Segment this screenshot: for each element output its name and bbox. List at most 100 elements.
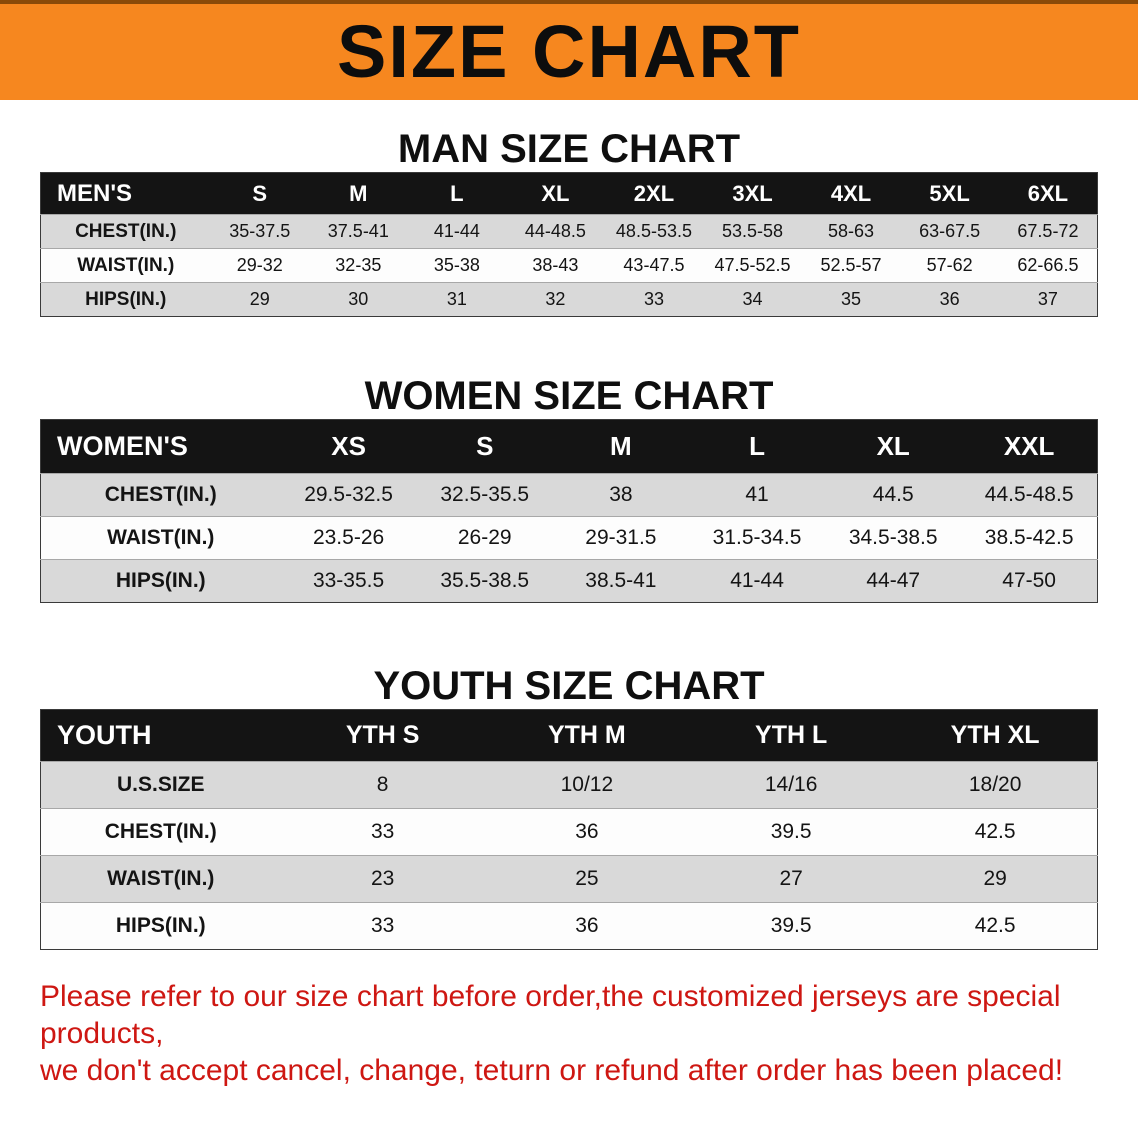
row-label: WAIST(IN.) bbox=[40, 855, 281, 903]
size-column-header: M bbox=[610, 431, 632, 461]
size-value-cell: 29-31.5 bbox=[552, 516, 689, 560]
size-value-cell: 32.5-35.5 bbox=[416, 473, 553, 517]
size-column-header: YTH L bbox=[755, 721, 828, 749]
women-size-table: WOMEN'S XS S M L XL XXL CHEST(IN.) 29.5-32.5 32.5… bbox=[40, 419, 1098, 603]
table-row: HIPS(IN.) 33 36 39.5 42.5 bbox=[40, 902, 1098, 950]
size-value-cell: 8 bbox=[280, 761, 485, 809]
size-value-cell: 35 bbox=[801, 282, 901, 317]
size-value-cell: 10/12 bbox=[484, 761, 689, 809]
size-value-cell: 44-47 bbox=[825, 559, 962, 603]
size-value-cell: 53.5-58 bbox=[703, 214, 802, 249]
size-value-cell: 31 bbox=[407, 282, 507, 317]
size-value-cell: 38-43 bbox=[506, 248, 605, 283]
size-value-cell: 33 bbox=[280, 808, 485, 856]
men-size-section: MAN SIZE CHART MEN'S S M L XL 2XL 3XL 4XL 5XL 6XL… bbox=[0, 126, 1138, 317]
youth-size-section: YOUTH SIZE CHART YOUTH YTH S YTH M YTH L YTH… bbox=[0, 663, 1138, 950]
size-value-cell: 42.5 bbox=[893, 808, 1098, 856]
size-value-cell: 39.5 bbox=[689, 902, 894, 950]
size-value-cell: 36 bbox=[900, 282, 999, 317]
size-column-header: YTH XL bbox=[950, 721, 1040, 749]
size-column-header: 6XL bbox=[1027, 180, 1069, 206]
row-label: U.S.SIZE bbox=[40, 761, 281, 809]
size-value-cell: 63-67.5 bbox=[900, 214, 999, 249]
row-label: WAIST(IN.) bbox=[40, 248, 211, 283]
size-value-cell: 30 bbox=[309, 282, 408, 317]
size-value-cell: 37.5-41 bbox=[309, 214, 408, 249]
table-title-cell: YOUTH bbox=[57, 720, 152, 750]
size-value-cell: 48.5-53.5 bbox=[604, 214, 704, 249]
size-value-cell: 47-50 bbox=[961, 559, 1098, 603]
youth-section-heading: YOUTH SIZE CHART bbox=[373, 664, 765, 708]
size-value-cell: 33 bbox=[280, 902, 485, 950]
size-column-header: 2XL bbox=[633, 180, 675, 206]
size-column-header: M bbox=[349, 180, 368, 206]
size-chart-banner: SIZE CHART bbox=[0, 0, 1138, 100]
size-value-cell: 33 bbox=[604, 282, 704, 317]
size-value-cell: 35.5-38.5 bbox=[416, 559, 553, 603]
size-value-cell: 31.5-34.5 bbox=[688, 516, 826, 560]
men-section-heading: MAN SIZE CHART bbox=[397, 127, 741, 171]
size-value-cell: 32 bbox=[506, 282, 605, 317]
table-row: CHEST(IN.) 33 36 39.5 42.5 bbox=[40, 808, 1098, 856]
size-value-cell: 44-48.5 bbox=[506, 214, 605, 249]
youth-size-table: YOUTH YTH S YTH M YTH L YTH XL U.S.SIZE 8 10/12… bbox=[40, 709, 1098, 950]
size-value-cell: 41-44 bbox=[407, 214, 507, 249]
size-column-header: 5XL bbox=[929, 180, 970, 206]
size-value-cell: 44.5 bbox=[825, 473, 962, 517]
table-header-row: WOMEN'S XS S M L XL XXL bbox=[40, 419, 1098, 474]
size-column-header: XS bbox=[331, 431, 366, 461]
size-value-cell: 27 bbox=[689, 855, 894, 903]
size-value-cell: 33-35.5 bbox=[280, 559, 417, 603]
size-value-cell: 38 bbox=[552, 473, 689, 517]
order-disclaimer: Please refer to our size chart before or… bbox=[40, 978, 1108, 1089]
size-value-cell: 62-66.5 bbox=[998, 248, 1098, 283]
table-title-cell: MEN'S bbox=[57, 179, 133, 207]
men-size-table: MEN'S S M L XL 2XL 3XL 4XL 5XL 6XL CHEST(IN.) 35-37… bbox=[40, 172, 1098, 317]
size-column-header: 4XL bbox=[830, 180, 872, 206]
size-value-cell: 58-63 bbox=[801, 214, 901, 249]
table-row: WAIST(IN.) 29-32 32-35 35-38 38-43 43-47.5 47.… bbox=[40, 248, 1098, 283]
table-title-cell: WOMEN'S bbox=[57, 431, 188, 461]
size-value-cell: 47.5-52.5 bbox=[703, 248, 802, 283]
table-row: HIPS(IN.) 29 30 31 32 33 34 35 36 37 bbox=[40, 282, 1098, 317]
size-value-cell: 18/20 bbox=[893, 761, 1098, 809]
size-column-header: YTH M bbox=[547, 721, 626, 749]
size-value-cell: 36 bbox=[484, 902, 689, 950]
size-value-cell: 41-44 bbox=[688, 559, 826, 603]
row-label: HIPS(IN.) bbox=[40, 902, 281, 950]
size-column-header: YTH S bbox=[345, 721, 420, 749]
size-column-header: 3XL bbox=[732, 180, 773, 206]
size-value-cell: 29.5-32.5 bbox=[280, 473, 417, 517]
size-value-cell: 35-38 bbox=[407, 248, 507, 283]
size-value-cell: 57-62 bbox=[900, 248, 999, 283]
table-row: CHEST(IN.) 29.5-32.5 32.5-35.5 38 41 44.5 44.5… bbox=[40, 473, 1098, 517]
row-label: HIPS(IN.) bbox=[40, 559, 281, 603]
disclaimer-line-2: we don't accept cancel, change, teturn o… bbox=[40, 1054, 1064, 1087]
size-value-cell: 41 bbox=[688, 473, 826, 517]
size-value-cell: 14/16 bbox=[689, 761, 894, 809]
table-row: HIPS(IN.) 33-35.5 35.5-38.5 38.5-41 41-44 44-… bbox=[40, 559, 1098, 603]
size-value-cell: 25 bbox=[484, 855, 689, 903]
row-label: HIPS(IN.) bbox=[40, 282, 211, 317]
table-row: U.S.SIZE 8 10/12 14/16 18/20 bbox=[40, 761, 1098, 809]
size-value-cell: 52.5-57 bbox=[801, 248, 901, 283]
size-column-header: L bbox=[749, 431, 765, 461]
size-value-cell: 23.5-26 bbox=[280, 516, 417, 560]
size-column-header: L bbox=[450, 180, 464, 206]
women-section-heading: WOMEN SIZE CHART bbox=[364, 374, 774, 418]
banner-title: SIZE CHART bbox=[337, 10, 801, 93]
size-value-cell: 42.5 bbox=[893, 902, 1098, 950]
size-column-header: S bbox=[252, 180, 268, 206]
size-column-header: XL bbox=[876, 431, 910, 461]
size-value-cell: 29-32 bbox=[210, 248, 310, 283]
size-value-cell: 67.5-72 bbox=[998, 214, 1098, 249]
size-column-header: S bbox=[476, 431, 494, 461]
table-row: CHEST(IN.) 35-37.5 37.5-41 41-44 44-48.5 48.5… bbox=[40, 214, 1098, 249]
size-value-cell: 32-35 bbox=[309, 248, 408, 283]
size-value-cell: 34.5-38.5 bbox=[825, 516, 962, 560]
disclaimer-line-1: Please refer to our size chart before or… bbox=[40, 980, 1061, 1050]
table-header-row: YOUTH YTH S YTH M YTH L YTH XL bbox=[40, 709, 1098, 762]
size-value-cell: 29 bbox=[893, 855, 1098, 903]
women-size-section: WOMEN SIZE CHART WOMEN'S XS S M L XL XXL CHEST(… bbox=[0, 373, 1138, 603]
row-label: WAIST(IN.) bbox=[40, 516, 281, 560]
